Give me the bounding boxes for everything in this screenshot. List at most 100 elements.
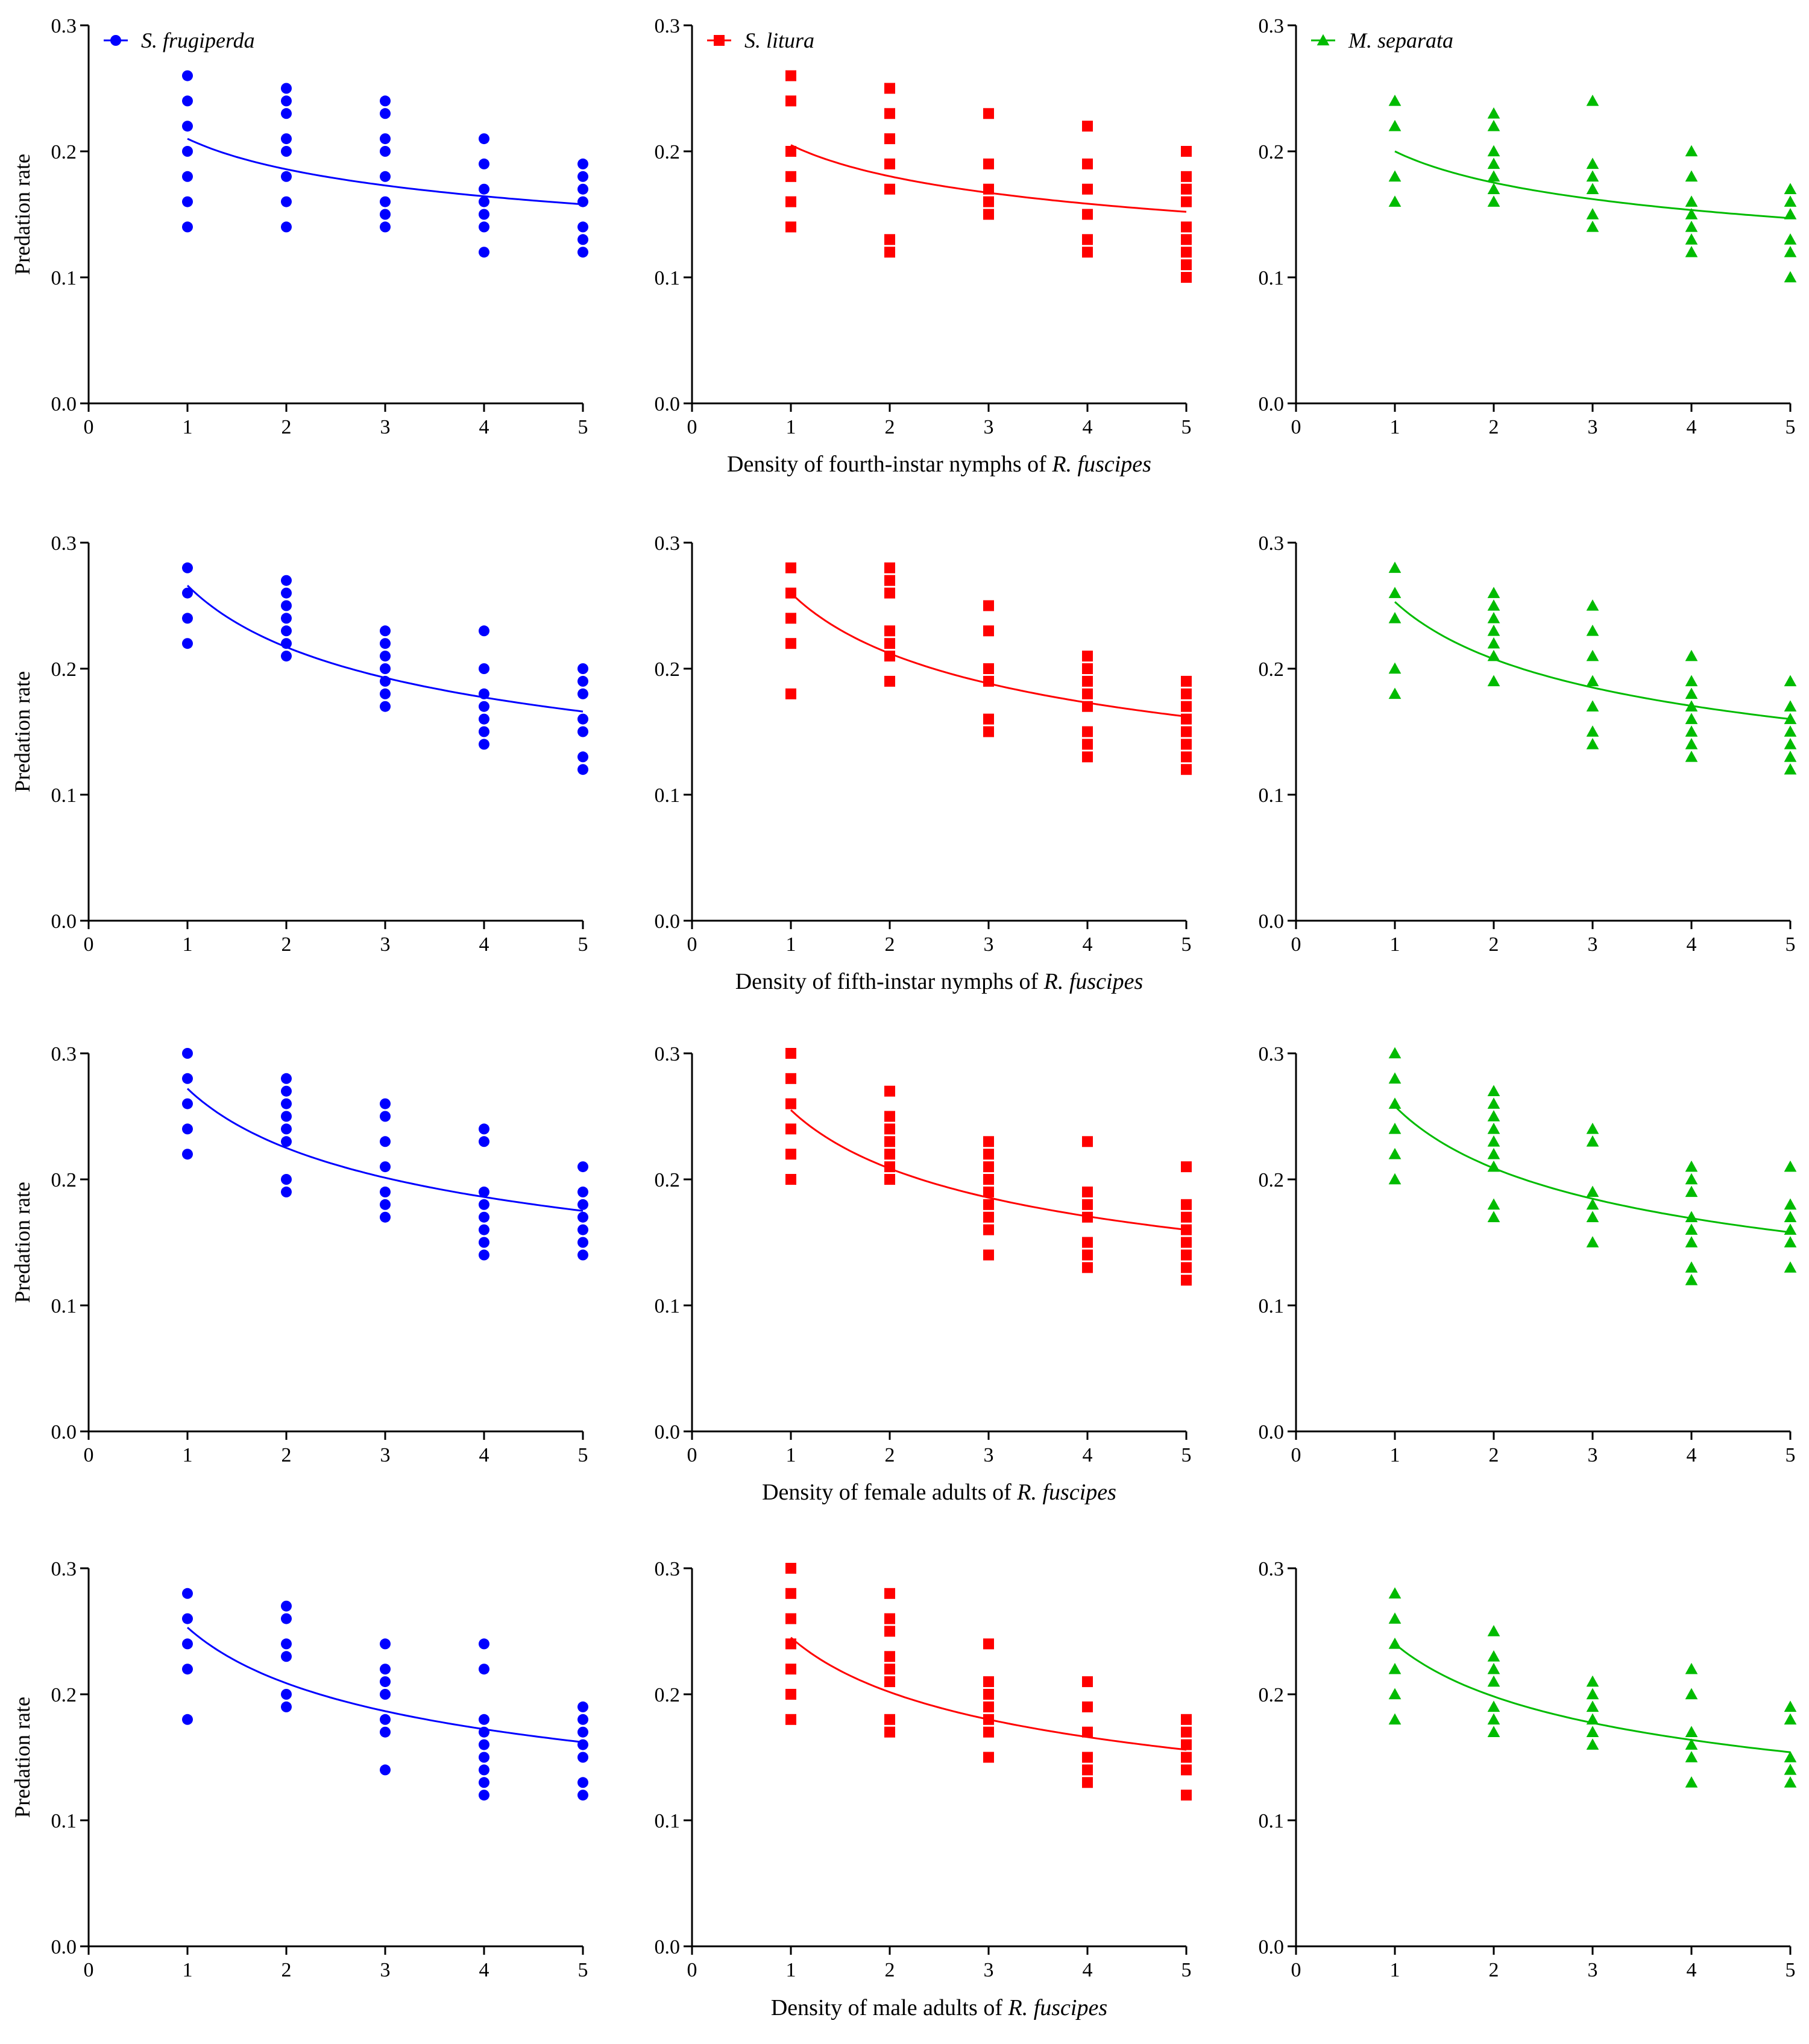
data-point bbox=[380, 1764, 391, 1776]
data-point bbox=[380, 171, 391, 182]
data-point bbox=[785, 562, 796, 573]
y-tick-label: 0.1 bbox=[655, 1295, 681, 1317]
x-tick-label: 2 bbox=[885, 1959, 895, 1981]
data-point bbox=[380, 1726, 391, 1738]
y-tick-label: 0.2 bbox=[51, 1684, 77, 1706]
data-point bbox=[1181, 171, 1192, 182]
data-point bbox=[884, 1613, 895, 1624]
data-point bbox=[1181, 1199, 1192, 1210]
data-point bbox=[380, 1136, 391, 1147]
data-point bbox=[1685, 1236, 1698, 1248]
data-point bbox=[884, 1123, 895, 1135]
data-point bbox=[1487, 1123, 1500, 1134]
data-point bbox=[577, 247, 588, 258]
data-point bbox=[1181, 751, 1192, 763]
x-tick-label: 3 bbox=[1588, 1444, 1598, 1466]
x-tick-label: 2 bbox=[1489, 416, 1499, 438]
x-tick-label: 0 bbox=[84, 1959, 94, 1981]
data-point bbox=[1487, 612, 1500, 623]
data-point bbox=[1181, 739, 1192, 750]
y-tick-label: 0.2 bbox=[1259, 658, 1285, 681]
x-tick-label: 4 bbox=[1687, 1444, 1697, 1466]
data-point bbox=[281, 613, 292, 624]
data-point bbox=[1784, 245, 1797, 257]
x-tick-label: 4 bbox=[1083, 416, 1093, 438]
x-tick-label: 3 bbox=[380, 1444, 391, 1466]
data-point bbox=[281, 133, 292, 145]
x-tick-label: 2 bbox=[282, 1444, 292, 1466]
x-axis-label-prefix: Density of male adults of bbox=[771, 1995, 1008, 2020]
x-tick-label: 1 bbox=[183, 1444, 193, 1466]
data-point bbox=[1082, 247, 1093, 258]
x-axis-label-species: R. fuscipes bbox=[1043, 969, 1144, 994]
data-point bbox=[1586, 649, 1599, 661]
data-point bbox=[479, 1211, 489, 1223]
x-tick-label: 0 bbox=[84, 1444, 94, 1466]
data-point bbox=[281, 1085, 292, 1097]
data-point bbox=[182, 221, 193, 233]
x-tick-label: 4 bbox=[479, 1444, 489, 1466]
y-axis-label: Predation rate bbox=[10, 671, 34, 792]
data-point bbox=[380, 209, 391, 220]
data-point bbox=[785, 613, 796, 624]
data-point bbox=[1685, 145, 1698, 157]
data-point bbox=[479, 1136, 489, 1147]
x-tick-label: 1 bbox=[1390, 933, 1400, 956]
x-tick-label: 4 bbox=[1687, 1959, 1697, 1981]
axes bbox=[684, 1567, 1188, 1955]
data-point bbox=[380, 133, 391, 145]
data-point bbox=[479, 1199, 489, 1210]
data-point bbox=[380, 651, 391, 662]
data-point bbox=[983, 1199, 994, 1210]
data-point bbox=[1082, 1764, 1093, 1776]
data-point bbox=[182, 1588, 193, 1599]
x-tick-label: 1 bbox=[183, 416, 193, 438]
data-point bbox=[1784, 1160, 1797, 1172]
data-point bbox=[1487, 1675, 1500, 1687]
data-point bbox=[1181, 701, 1192, 712]
data-point bbox=[577, 158, 588, 169]
data-point bbox=[884, 247, 895, 258]
data-point bbox=[1388, 587, 1402, 598]
data-point bbox=[1388, 1097, 1402, 1109]
data-point bbox=[479, 247, 489, 258]
data-point bbox=[983, 1689, 994, 1700]
data-point bbox=[1181, 675, 1192, 687]
data-point bbox=[983, 1224, 994, 1235]
x-tick-label: 1 bbox=[183, 1959, 193, 1981]
data-point bbox=[785, 1588, 796, 1599]
data-point bbox=[1082, 675, 1093, 687]
data-point bbox=[1685, 687, 1698, 699]
x-tick-label: 2 bbox=[885, 416, 895, 438]
data-point bbox=[785, 1073, 796, 1084]
y-tick-label: 0.3 bbox=[655, 532, 681, 555]
data-point bbox=[577, 1777, 588, 1788]
data-point bbox=[380, 1161, 391, 1173]
y-tick-label: 0.1 bbox=[1259, 1295, 1285, 1317]
y-tick-label: 0.0 bbox=[51, 1936, 77, 1958]
y-tick-label: 0.2 bbox=[655, 658, 681, 681]
data-point bbox=[1082, 1676, 1093, 1688]
x-tick-label: 1 bbox=[786, 416, 796, 438]
data-point bbox=[983, 1149, 994, 1160]
data-point bbox=[1784, 183, 1797, 194]
data-point bbox=[1685, 1751, 1698, 1762]
data-point bbox=[1685, 1688, 1698, 1700]
data-point bbox=[884, 1726, 895, 1738]
data-point bbox=[1082, 1262, 1093, 1273]
data-point bbox=[380, 146, 391, 157]
fit-curve bbox=[187, 137, 584, 206]
data-point bbox=[577, 221, 588, 233]
data-point bbox=[785, 95, 796, 107]
data-point bbox=[1685, 750, 1698, 762]
data-point bbox=[983, 1714, 994, 1725]
data-point bbox=[884, 1085, 895, 1097]
data-point bbox=[479, 221, 489, 233]
data-point bbox=[983, 1726, 994, 1738]
data-point bbox=[479, 739, 489, 750]
data-point bbox=[785, 221, 796, 233]
legend-marker bbox=[714, 35, 725, 46]
legend-item: S. frugiperda bbox=[104, 28, 255, 52]
data-point bbox=[281, 587, 292, 599]
panel-r1-c1: 0 1 2 3 4 5 0.0 0.1 0.2 0.3 bbox=[655, 532, 1192, 956]
